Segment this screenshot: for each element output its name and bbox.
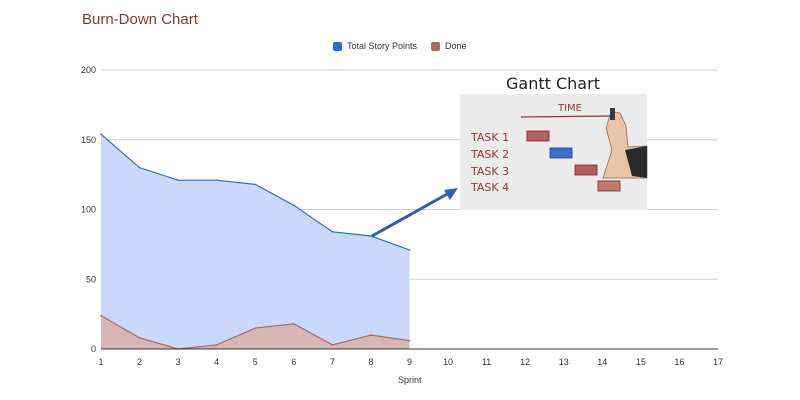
x-tick-label-16: 16 bbox=[674, 357, 684, 367]
legend: Total Story Points Done bbox=[333, 41, 481, 51]
point-total-4 bbox=[215, 179, 218, 182]
legend-item-total: Total Story Points bbox=[333, 41, 417, 51]
point-total-1 bbox=[100, 133, 102, 135]
inset-bar-task-1 bbox=[526, 130, 550, 142]
point-done-7 bbox=[331, 344, 334, 346]
inset-time-line bbox=[520, 115, 613, 118]
area-total bbox=[101, 134, 410, 349]
point-total-2 bbox=[138, 166, 141, 169]
point-total-3 bbox=[177, 179, 179, 182]
point-done-5 bbox=[254, 327, 257, 329]
y-tick-label-200: 200 bbox=[81, 65, 96, 75]
y-tick-label-100: 100 bbox=[81, 205, 96, 215]
arrow-shaft bbox=[371, 191, 450, 238]
x-tick-label-4: 4 bbox=[214, 357, 219, 367]
x-tick-label-3: 3 bbox=[176, 357, 181, 367]
x-tick-label-11: 11 bbox=[482, 357, 491, 367]
inset-bar-task-3 bbox=[574, 164, 598, 176]
point-done-2 bbox=[138, 337, 141, 339]
x-tick-label-14: 14 bbox=[597, 357, 607, 367]
area-layer bbox=[100, 133, 411, 350]
inset-bar-task-2 bbox=[549, 147, 573, 159]
inset-time-label: TIME bbox=[557, 103, 582, 114]
x-tick-label-7: 7 bbox=[330, 357, 335, 367]
x-tick-label-8: 8 bbox=[368, 357, 373, 367]
point-done-8 bbox=[370, 334, 372, 336]
y-tick-label-50: 50 bbox=[86, 274, 96, 284]
x-tick-label-2: 2 bbox=[137, 357, 142, 367]
x-tick-label-12: 12 bbox=[520, 357, 530, 367]
point-done-4 bbox=[215, 344, 218, 346]
legend-label-done: Done bbox=[445, 41, 467, 51]
legend-item-done: Done bbox=[431, 41, 467, 51]
inset-task-2: TASK 2 bbox=[470, 148, 509, 161]
point-done-9 bbox=[408, 339, 411, 342]
legend-swatch-total bbox=[333, 41, 342, 51]
point-total-5 bbox=[254, 183, 257, 186]
x-tick-label-6: 6 bbox=[291, 357, 296, 367]
point-total-8 bbox=[370, 235, 372, 237]
arrow-annotation bbox=[371, 188, 458, 238]
chart-title: Burn-Down Chart bbox=[82, 11, 198, 28]
x-tick-label-10: 10 bbox=[443, 357, 453, 367]
point-done-1 bbox=[100, 314, 102, 317]
inset-task-1: TASK 1 bbox=[470, 131, 509, 144]
x-tick-label-9: 9 bbox=[407, 357, 412, 367]
x-tick-label-15: 15 bbox=[636, 357, 646, 367]
x-tick-label-17: 17 bbox=[713, 357, 723, 367]
arrow-head bbox=[444, 188, 458, 200]
inset-sleeve bbox=[625, 146, 647, 178]
x-axis-title: Sprint bbox=[398, 375, 422, 385]
legend-label-total: Total Story Points bbox=[347, 41, 418, 51]
x-tick-label-1: 1 bbox=[98, 357, 103, 367]
y-tick-label-0: 0 bbox=[91, 344, 96, 354]
area-done bbox=[101, 315, 410, 349]
x-tick-label-5: 5 bbox=[253, 357, 258, 367]
inset-bar-task-4 bbox=[597, 180, 621, 192]
inset-title: Gantt Chart bbox=[506, 74, 600, 93]
point-done-6 bbox=[293, 323, 295, 325]
point-total-9 bbox=[408, 249, 411, 251]
point-total-7 bbox=[331, 231, 334, 233]
point-total-6 bbox=[293, 204, 295, 207]
legend-swatch-done bbox=[431, 41, 441, 51]
inset-task-3: TASK 3 bbox=[470, 165, 509, 178]
y-tick-label-150: 150 bbox=[81, 135, 96, 145]
x-tick-label-13: 13 bbox=[559, 357, 569, 367]
inset-task-4: TASK 4 bbox=[470, 181, 509, 194]
gantt-inset-image: Gantt Chart TIME TASK 1 TASK 2 TASK 3 TA… bbox=[460, 74, 648, 210]
inset-marker bbox=[610, 108, 615, 120]
